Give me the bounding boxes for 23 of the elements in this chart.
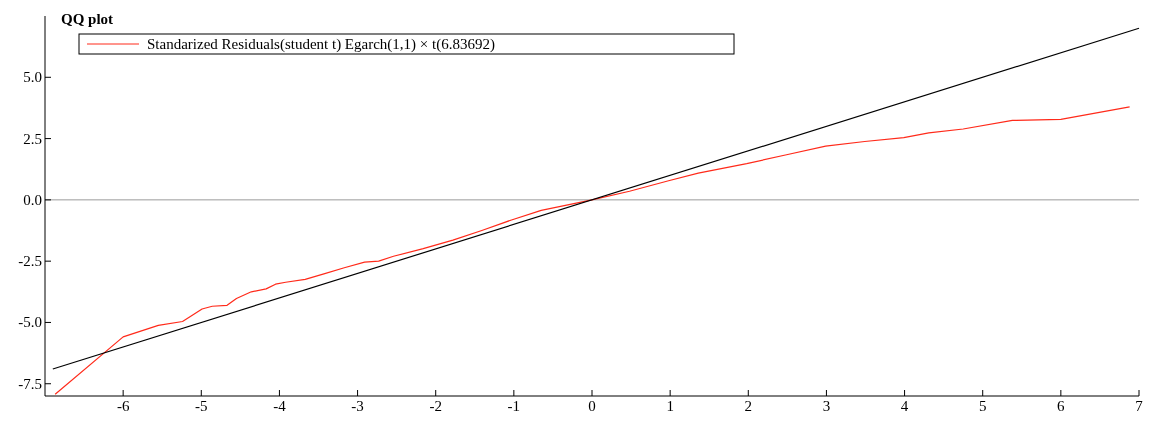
- y-tick-label: 0.0: [23, 191, 42, 208]
- y-tick-label: 5.0: [23, 69, 42, 86]
- x-tick-label: 1: [666, 398, 674, 414]
- x-tick-label: 7: [1135, 398, 1144, 414]
- x-tick-label: -3: [351, 398, 364, 414]
- y-tick-label: 2.5: [23, 130, 42, 147]
- line-series: [54, 106, 1131, 395]
- x-tick-label: -6: [116, 398, 130, 414]
- y-tick-label: -5.0: [18, 314, 42, 331]
- y-tick-label: -2.5: [18, 253, 42, 270]
- x-tick-label: -5: [195, 398, 208, 414]
- chart-title: QQ plot: [61, 11, 114, 27]
- x-tick-label: 6: [1057, 398, 1066, 414]
- x-tick-label: 2: [744, 398, 753, 414]
- legend-label: Standarized Residuals(student t) Egarch(1,1) × t(6.83692): [147, 36, 495, 53]
- x-tick-label: -1: [507, 398, 521, 414]
- x-tick-label: 0: [588, 398, 596, 414]
- y-tick-label: -7.5: [18, 375, 42, 392]
- x-tick-label: 4: [900, 398, 909, 414]
- x-tick-label: 3: [822, 398, 831, 414]
- x-tick-label: 5: [978, 398, 987, 414]
- x-tick-label: -2: [429, 398, 442, 414]
- x-tick-label: -4: [273, 398, 287, 414]
